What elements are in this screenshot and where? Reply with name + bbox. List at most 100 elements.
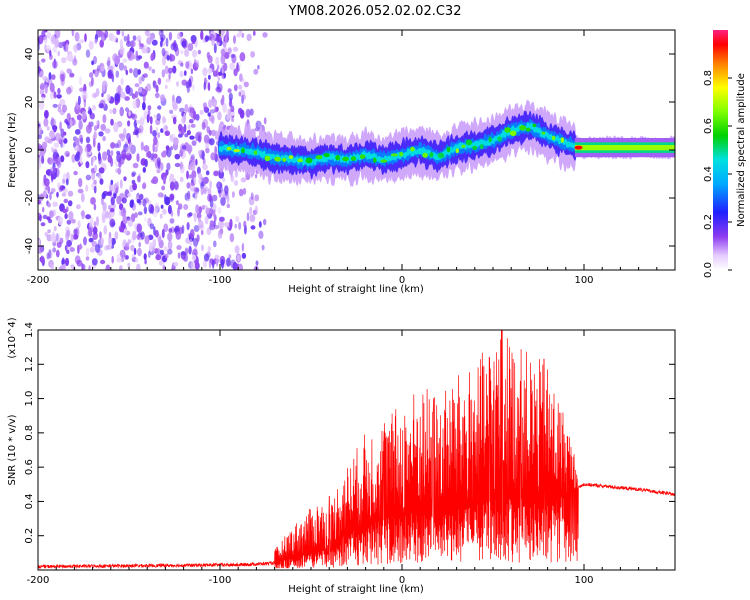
noise-blob: [89, 246, 95, 253]
noise-blob: [42, 190, 48, 199]
noise-blob: [208, 74, 211, 80]
noise-blob: [114, 231, 119, 240]
y-tick-label: 40: [24, 48, 35, 61]
noise-blob: [101, 192, 106, 200]
noise-blob: [228, 100, 233, 108]
noise-blob: [43, 178, 50, 187]
ridge-hotspot: [479, 144, 484, 150]
noise-blob: [69, 246, 74, 252]
noise-blob: [39, 193, 44, 201]
noise-blob: [132, 182, 138, 191]
noise-blob: [85, 136, 91, 144]
ridge-hotspot: [274, 156, 281, 162]
noise-blob: [50, 263, 53, 269]
noise-blob: [221, 258, 224, 269]
noise-blob: [197, 149, 202, 156]
y-tick-label: 20: [24, 96, 35, 109]
noise-blob: [180, 126, 185, 136]
noise-blob: [146, 32, 150, 37]
noise-blob: [127, 33, 130, 44]
noise-blob: [234, 223, 237, 229]
noise-blob: [188, 212, 193, 217]
noise-blob: [69, 72, 75, 78]
noise-blob: [212, 209, 216, 218]
noise-blob: [198, 220, 204, 229]
noise-blob: [241, 32, 245, 39]
noise-blob: [253, 68, 259, 75]
colorbar-label: Normalized spectral amplitude: [736, 73, 747, 227]
noise-blob: [241, 94, 246, 101]
noise-blob: [59, 98, 66, 107]
noise-blob: [217, 207, 222, 214]
noise-blob: [136, 223, 142, 233]
noise-blob: [58, 266, 64, 270]
noise-blob: [245, 108, 251, 118]
noise-blob: [190, 123, 196, 128]
ridge-hotspot: [323, 153, 331, 158]
noise-blob: [195, 204, 200, 214]
noise-blob: [124, 96, 130, 101]
noise-blob: [173, 180, 179, 190]
noise-blob: [193, 110, 197, 121]
noise-blob: [144, 217, 147, 222]
noise-blob: [85, 184, 89, 192]
x-tick-label: 100: [574, 575, 593, 586]
noise-blob: [85, 161, 90, 169]
noise-blob: [52, 201, 58, 207]
noise-blob: [126, 146, 131, 156]
noise-blob: [71, 153, 76, 163]
noise-blob: [39, 149, 45, 157]
noise-blob: [153, 136, 158, 146]
noise-blob: [60, 155, 65, 163]
noise-blob: [104, 210, 110, 219]
noise-blob: [40, 222, 46, 227]
noise-blob: [74, 145, 80, 152]
noise-blob: [93, 55, 97, 65]
noise-blob: [100, 65, 105, 72]
noise-blob: [150, 204, 154, 213]
noise-blob: [233, 35, 236, 44]
noise-blob: [232, 261, 238, 270]
noise-blob: [123, 176, 127, 182]
noise-blob: [50, 187, 56, 193]
noise-blob: [153, 114, 157, 119]
noise-blob: [208, 99, 213, 108]
noise-blob: [64, 118, 69, 124]
noise-blob: [139, 116, 145, 123]
noise-blob: [97, 65, 100, 72]
noise-blob: [84, 146, 88, 153]
noise-blob: [49, 192, 52, 201]
noise-blob: [107, 69, 114, 77]
noise-blob: [98, 167, 105, 174]
noise-blob: [101, 92, 104, 98]
noise-blob: [216, 35, 222, 43]
noise-blob: [70, 233, 74, 242]
x-tick-label: 100: [574, 275, 593, 286]
ridge-hotspot: [390, 153, 398, 157]
noise-blob: [39, 88, 45, 96]
noise-blob: [172, 65, 177, 74]
noise-blob: [109, 109, 113, 114]
noise-blob: [152, 239, 157, 248]
noise-blob: [241, 252, 247, 259]
noise-blob: [123, 65, 128, 72]
noise-blob: [193, 177, 197, 184]
noise-blob: [94, 164, 98, 172]
noise-blob: [47, 202, 51, 208]
x-tick-label: 0: [399, 275, 405, 286]
noise-blob: [169, 218, 175, 224]
noise-blob: [165, 84, 168, 89]
noise-blob: [42, 214, 48, 220]
noise-blob: [81, 263, 86, 270]
noise-blob: [229, 218, 233, 229]
noise-blob: [168, 228, 173, 233]
noise-blob: [189, 161, 196, 171]
noise-blob: [154, 229, 159, 238]
noise-blob: [196, 131, 202, 136]
noise-blob: [66, 249, 70, 254]
noise-blob: [88, 121, 92, 130]
noise-blob: [220, 196, 226, 206]
noise-blob: [131, 171, 137, 176]
noise-blob: [135, 258, 139, 263]
noise-blob: [159, 213, 163, 219]
